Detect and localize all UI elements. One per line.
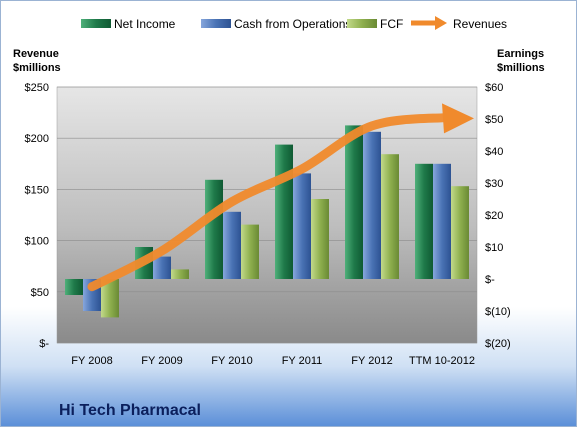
bar-net-income-fy-2008 (65, 279, 83, 295)
bar-fcf-fy-2011 (311, 199, 329, 279)
bar-cash-from-operations-fy-2012 (363, 131, 381, 279)
legend-arrow-icon (435, 16, 447, 30)
bar-cash-from-operations-fy-2010 (223, 211, 241, 279)
x-tick-label-fy-2008: FY 2008 (71, 355, 112, 367)
bar-cash-from-operations-fy-2009 (153, 256, 171, 279)
right-axis-ticks: $60 $50 $40 $30 $20 $10 $- $(10) $(20) (485, 82, 511, 350)
right-tick-label: $10 (485, 242, 503, 254)
legend-swatch-cash-from-operations (201, 19, 231, 28)
revenue-line-path (87, 112, 453, 292)
left-axis-ticks: $250 $200 $150 $100 $50 $- (25, 82, 50, 350)
legend-item-net-income: Net Income (81, 17, 176, 31)
legend-item-revenues: Revenues (411, 16, 507, 31)
legend-label-cash-from-operations: Cash from Operations (234, 17, 351, 31)
bar-net-income-ttm-10-2012 (415, 163, 433, 279)
left-tick-label: $50 (31, 287, 49, 299)
bar-net-income-fy-2010 (205, 179, 223, 279)
right-tick-label: $(10) (485, 306, 511, 318)
left-tick-label: $250 (25, 82, 49, 94)
right-tick-label: $20 (485, 210, 503, 222)
x-axis-ticks: FY 2008 FY 2009 FY 2010 FY 2011 FY 2012 TTM 1… (71, 355, 475, 367)
company-name: Hi Tech Pharmacal (59, 402, 201, 419)
plot-area (56, 86, 478, 344)
bar-fcf-fy-2008 (101, 279, 119, 318)
right-tick-label: $30 (485, 178, 503, 190)
bars (65, 125, 469, 318)
bar-net-income-fy-2011 (275, 144, 293, 279)
x-tick-label-fy-2010: FY 2010 (211, 355, 252, 367)
x-tick-label-fy-2012: FY 2012 (351, 355, 392, 367)
legend-item-cash-from-operations: Cash from Operations (201, 17, 351, 31)
legend-swatch-fcf (347, 19, 377, 28)
legend-item-fcf: FCF (347, 17, 403, 31)
bar-fcf-fy-2010 (241, 224, 259, 279)
bar-fcf-fy-2009 (171, 269, 189, 279)
legend: Net Income Cash from Operations FCF Reve… (81, 16, 507, 31)
legend-label-fcf: FCF (380, 17, 403, 31)
legend-swatch-net-income (81, 19, 111, 28)
x-tick-label-ttm-10-2012: TTM 10-2012 (409, 355, 475, 367)
legend-label-revenues: Revenues (453, 17, 507, 31)
left-axis-title-line1: Revenue (13, 48, 59, 60)
right-tick-label: $60 (485, 82, 503, 94)
left-axis-title-line2: $millions (13, 62, 61, 74)
right-tick-label: $50 (485, 114, 503, 126)
right-axis-title-line2: $millions (497, 62, 545, 74)
x-tick-label-fy-2011: FY 2011 (282, 355, 323, 367)
left-tick-label: $- (39, 338, 49, 350)
right-tick-label: $40 (485, 146, 503, 158)
bar-cash-from-operations-ttm-10-2012 (433, 163, 451, 279)
bar-cash-from-operations-fy-2011 (293, 173, 311, 279)
left-tick-label: $150 (25, 184, 49, 196)
revenue-arrow-head (442, 103, 474, 134)
x-tick-label-fy-2009: FY 2009 (141, 355, 182, 367)
bar-fcf-fy-2012 (381, 154, 399, 279)
bar-fcf-ttm-10-2012 (451, 186, 469, 279)
right-tick-label: $- (485, 274, 495, 286)
revenue-line (87, 103, 474, 292)
left-tick-label: $200 (25, 133, 49, 145)
legend-label-net-income: Net Income (114, 17, 176, 31)
left-tick-label: $100 (25, 236, 49, 248)
right-axis-title-line1: Earnings (497, 48, 544, 60)
gridlines (57, 86, 477, 344)
right-tick-label: $(20) (485, 338, 511, 350)
bar-net-income-fy-2012 (345, 125, 363, 280)
